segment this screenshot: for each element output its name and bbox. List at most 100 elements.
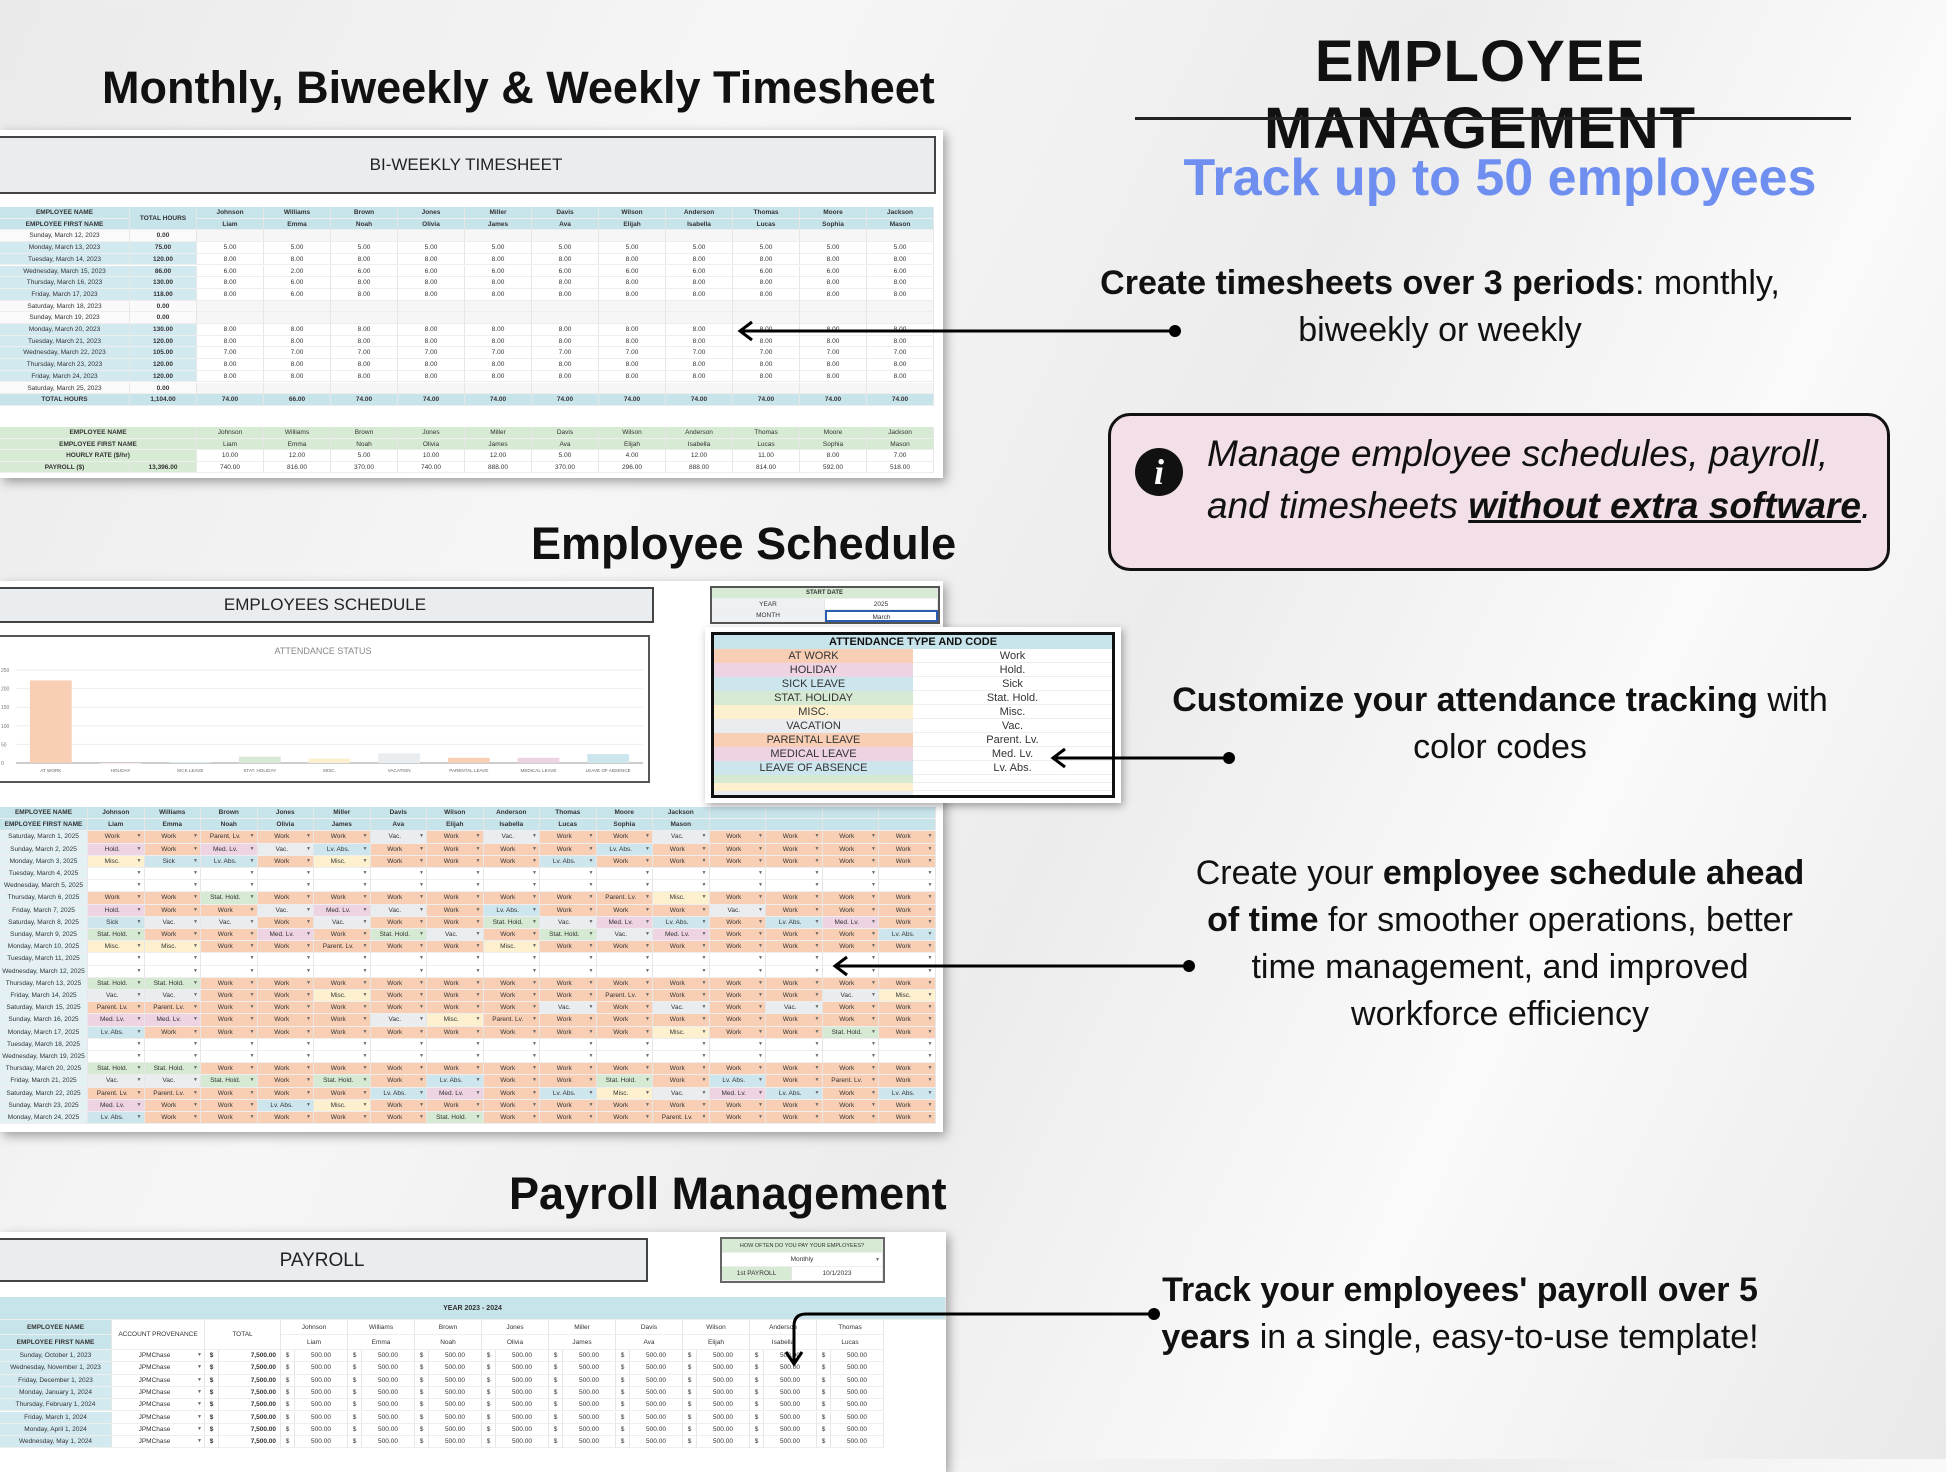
- timesheet-hours-cell[interactable]: [532, 300, 599, 313]
- attendance-dropdown[interactable]: ▼: [427, 880, 484, 893]
- timesheet-hours-cell[interactable]: [331, 312, 398, 324]
- timesheet-hours-cell[interactable]: [666, 312, 733, 324]
- attendance-dropdown[interactable]: ▼: [201, 880, 258, 893]
- timesheet-hours-cell[interactable]: 5.00: [197, 242, 264, 254]
- attendance-dropdown[interactable]: ▼: [427, 868, 484, 881]
- timesheet-hours-cell[interactable]: 8.00: [331, 288, 398, 301]
- timesheet-hours-cell[interactable]: [264, 382, 331, 395]
- attendance-dropdown[interactable]: ▼: [88, 868, 145, 881]
- timesheet-hours-cell[interactable]: 6.00: [331, 265, 398, 278]
- timesheet-hours-cell[interactable]: 8.00: [465, 324, 532, 336]
- timesheet-hours-cell[interactable]: 7.00: [800, 347, 867, 360]
- attendance-dropdown[interactable]: ▼: [144, 965, 201, 978]
- attendance-dropdown[interactable]: ▼: [88, 965, 145, 978]
- attendance-dropdown[interactable]: Work ▼: [879, 916, 936, 929]
- timesheet-hours-cell[interactable]: [264, 300, 331, 313]
- attendance-dropdown[interactable]: Work ▼: [709, 916, 766, 929]
- timesheet-hours-cell[interactable]: 8.00: [197, 359, 264, 371]
- attendance-dropdown[interactable]: ▼: [766, 868, 823, 881]
- timesheet-hours-cell[interactable]: 8.00: [733, 359, 800, 371]
- attendance-dropdown[interactable]: ▼: [540, 965, 597, 978]
- attendance-dropdown[interactable]: Hold. ▼: [88, 843, 145, 856]
- attendance-dropdown[interactable]: Work ▼: [483, 929, 540, 942]
- attendance-dropdown[interactable]: Vac. ▼: [427, 929, 484, 942]
- attendance-dropdown[interactable]: Med. Lv. ▼: [822, 916, 879, 929]
- attendance-dropdown[interactable]: Work ▼: [540, 904, 597, 917]
- attendance-dropdown[interactable]: ▼: [822, 868, 879, 881]
- timesheet-hours-cell[interactable]: [800, 382, 867, 395]
- attendance-dropdown[interactable]: Parent. Lv. ▼: [596, 892, 653, 905]
- timesheet-hours-cell[interactable]: [331, 300, 398, 313]
- attendance-dropdown[interactable]: Stat. Hold. ▼: [540, 929, 597, 942]
- attendance-dropdown[interactable]: Med. Lv. ▼: [653, 929, 710, 942]
- attendance-dropdown[interactable]: Med. Lv. ▼: [257, 929, 314, 942]
- attendance-dropdown[interactable]: Work ▼: [822, 941, 879, 954]
- hourly-rate-cell[interactable]: 8.00: [800, 450, 867, 462]
- attendance-dropdown[interactable]: ▼: [483, 953, 540, 966]
- attendance-dropdown[interactable]: Med. Lv. ▼: [596, 916, 653, 929]
- attendance-dropdown[interactable]: Work ▼: [822, 831, 879, 844]
- hourly-rate-cell[interactable]: 12.00: [264, 450, 331, 462]
- attendance-dropdown[interactable]: Work ▼: [483, 843, 540, 856]
- attendance-dropdown[interactable]: ▼: [427, 965, 484, 978]
- timesheet-hours-cell[interactable]: 7.00: [398, 347, 465, 360]
- timesheet-hours-cell[interactable]: 8.00: [599, 288, 666, 301]
- hourly-rate-cell[interactable]: 12.00: [465, 450, 532, 462]
- attendance-dropdown[interactable]: Stat. Hold. ▼: [201, 892, 258, 905]
- hourly-rate-cell[interactable]: 11.00: [733, 450, 800, 462]
- timesheet-hours-cell[interactable]: 8.00: [733, 335, 800, 348]
- attendance-dropdown[interactable]: Work ▼: [540, 843, 597, 856]
- attendance-dropdown[interactable]: Lv. Abs. ▼: [201, 855, 258, 868]
- timesheet-hours-cell[interactable]: 8.00: [599, 335, 666, 348]
- attendance-dropdown[interactable]: Sick ▼: [144, 855, 201, 868]
- timesheet-hours-cell[interactable]: [197, 300, 264, 313]
- timesheet-hours-cell[interactable]: [532, 312, 599, 324]
- timesheet-hours-cell[interactable]: 8.00: [197, 288, 264, 301]
- attendance-dropdown[interactable]: Lv. Abs. ▼: [596, 843, 653, 856]
- timesheet-hours-cell[interactable]: 8.00: [666, 288, 733, 301]
- attendance-dropdown[interactable]: Work ▼: [766, 892, 823, 905]
- timesheet-hours-cell[interactable]: 5.00: [331, 242, 398, 254]
- attendance-dropdown[interactable]: Vac. ▼: [370, 904, 427, 917]
- timesheet-hours-cell[interactable]: 8.00: [264, 359, 331, 371]
- timesheet-hours-cell[interactable]: 8.00: [733, 288, 800, 301]
- timesheet-hours-cell[interactable]: 2.00: [264, 265, 331, 278]
- attendance-dropdown[interactable]: Work ▼: [822, 843, 879, 856]
- attendance-dropdown[interactable]: Work ▼: [709, 892, 766, 905]
- month-dropdown[interactable]: March: [825, 610, 938, 622]
- attendance-dropdown[interactable]: Work ▼: [427, 916, 484, 929]
- timesheet-hours-cell[interactable]: [331, 382, 398, 395]
- attendance-dropdown[interactable]: ▼: [596, 868, 653, 881]
- attendance-dropdown[interactable]: Work ▼: [257, 892, 314, 905]
- attendance-dropdown[interactable]: Work ▼: [427, 855, 484, 868]
- attendance-dropdown[interactable]: Med. Lv. ▼: [314, 904, 371, 917]
- attendance-dropdown[interactable]: Work ▼: [427, 904, 484, 917]
- timesheet-hours-cell[interactable]: [532, 382, 599, 395]
- timesheet-hours-cell[interactable]: 8.00: [599, 324, 666, 336]
- attendance-dropdown[interactable]: Work ▼: [314, 831, 371, 844]
- hourly-rate-cell[interactable]: 5.00: [532, 450, 599, 462]
- timesheet-hours-cell[interactable]: 7.00: [465, 347, 532, 360]
- timesheet-hours-cell[interactable]: 8.00: [800, 335, 867, 348]
- attendance-dropdown[interactable]: ▼: [709, 965, 766, 978]
- timesheet-hours-cell[interactable]: 8.00: [197, 253, 264, 266]
- attendance-dropdown[interactable]: Lv. Abs. ▼: [653, 916, 710, 929]
- timesheet-hours-cell[interactable]: 8.00: [800, 359, 867, 371]
- attendance-dropdown[interactable]: Work ▼: [370, 941, 427, 954]
- timesheet-hours-cell[interactable]: [532, 230, 599, 243]
- timesheet-hours-cell[interactable]: 8.00: [197, 335, 264, 348]
- attendance-dropdown[interactable]: Stat. Hold. ▼: [88, 977, 145, 990]
- timesheet-hours-cell[interactable]: [733, 312, 800, 324]
- attendance-dropdown[interactable]: Work ▼: [257, 855, 314, 868]
- attendance-dropdown[interactable]: Work ▼: [144, 892, 201, 905]
- attendance-dropdown[interactable]: Work ▼: [257, 831, 314, 844]
- timesheet-hours-cell[interactable]: 8.00: [465, 370, 532, 383]
- attendance-dropdown[interactable]: Lv. Abs. ▼: [314, 843, 371, 856]
- timesheet-hours-cell[interactable]: 8.00: [331, 335, 398, 348]
- attendance-dropdown[interactable]: ▼: [201, 953, 258, 966]
- timesheet-hours-cell[interactable]: [666, 300, 733, 313]
- attendance-dropdown[interactable]: ▼: [257, 965, 314, 978]
- attendance-dropdown[interactable]: Parent. Lv. ▼: [201, 831, 258, 844]
- attendance-dropdown[interactable]: Vac. ▼: [314, 916, 371, 929]
- attendance-dropdown[interactable]: Work ▼: [822, 892, 879, 905]
